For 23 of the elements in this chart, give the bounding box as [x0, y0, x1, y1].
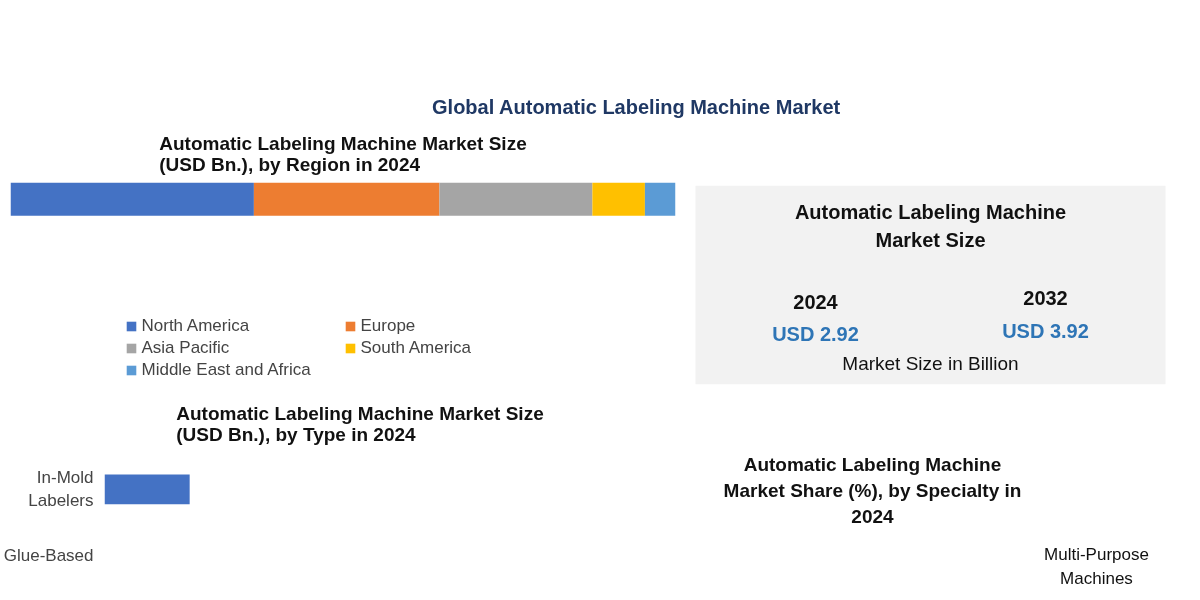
text: Multi-Purpose Machines [1044, 544, 1149, 588]
y-tick-label: Glue-Based [3, 546, 94, 566]
legend-label: Europe [360, 316, 417, 336]
bar [253, 182, 440, 216]
legend-label: South America [360, 338, 473, 358]
text: Automatic Labeling Machine Market Size (USD Bn.), by Type in 2024 [176, 402, 544, 445]
chart-title: Automatic Labeling Machine Market Size (USD Bn.), by Region in 2024 [159, 132, 527, 175]
text: Automatic Labeling Machine Market Size [794, 201, 1067, 251]
text: 2024 [793, 290, 839, 313]
text: Automatic Labeling Machine Market Share (%), by Specialty in 2024 [723, 453, 1022, 528]
legend-label: North America [141, 316, 251, 336]
text: Market Size in Billion [842, 352, 1019, 374]
text: USD 3.92 [1002, 320, 1089, 343]
text: USD 2.92 [772, 322, 859, 345]
bar [644, 182, 676, 216]
bar [592, 182, 645, 216]
legend-label: Middle East and Africa [141, 360, 312, 380]
text: Global Automatic Labeling Machine Market [432, 95, 841, 118]
bar [10, 182, 254, 216]
legend-label: Asia Pacific [141, 338, 231, 358]
y-tick-label: In-Mold Labelers [28, 468, 94, 511]
text: 2032 [1023, 286, 1068, 309]
bar [439, 182, 593, 216]
